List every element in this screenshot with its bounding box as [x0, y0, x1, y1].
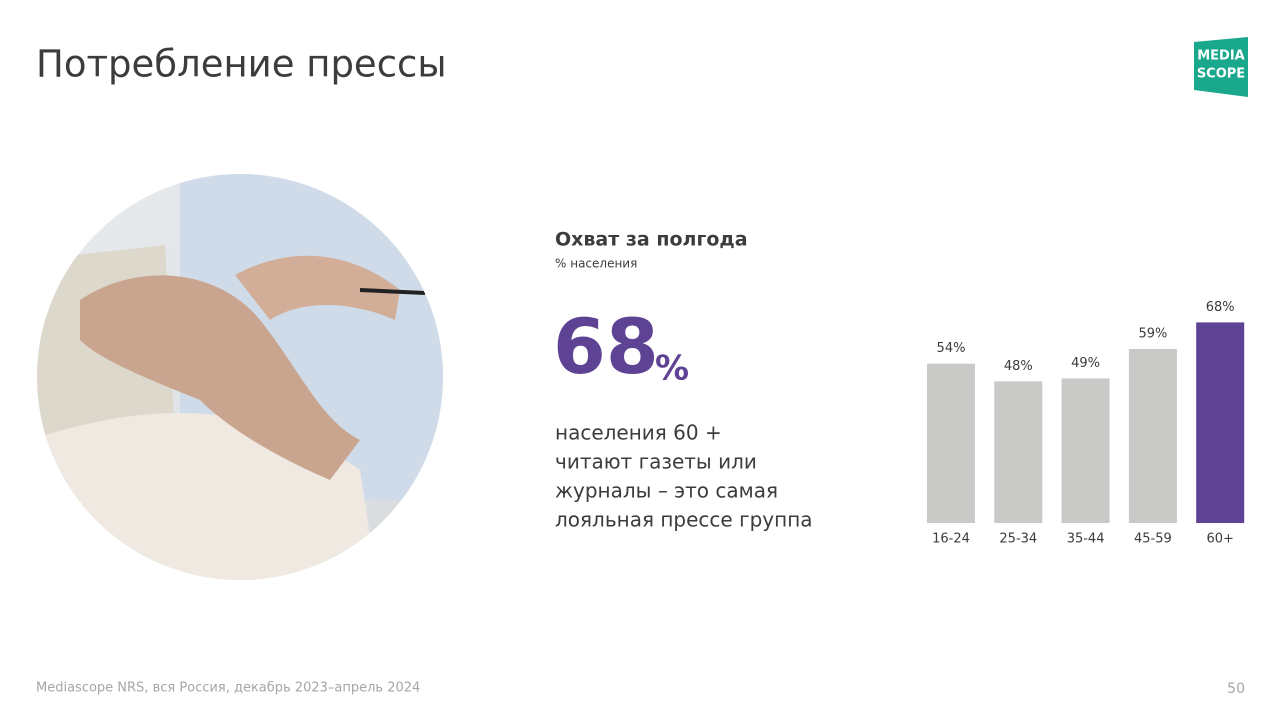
panel-text-line: читают газеты или [555, 450, 757, 474]
photo [37, 174, 443, 580]
page-number: 50 [1227, 681, 1245, 697]
bar [927, 363, 975, 523]
bar [994, 381, 1043, 523]
panel-text-line: лояльная прессе группа [555, 508, 813, 532]
bar [1061, 378, 1110, 523]
panel-text: населения 60 + читают газеты или журналы –… [555, 421, 813, 532]
footer-source: Mediascope NRS, вся Россия, декабрь 2023… [36, 681, 420, 696]
logo: MEDIA SCOPE [1194, 37, 1248, 97]
panel-text-line: журналы – это самая [555, 479, 778, 503]
logo-badge [1194, 37, 1248, 97]
logo-text: SCOPE [1197, 67, 1245, 82]
x-tick-label: 35-44 [1067, 532, 1105, 547]
value-label: 54% [937, 341, 966, 356]
panel-subtitle: % населения [555, 257, 637, 271]
x-tick-label: 16-24 [932, 532, 970, 547]
panel-title: Охват за полгода [555, 229, 748, 251]
value-label: 59% [1138, 326, 1167, 341]
x-tick-label: 25-34 [999, 532, 1037, 547]
value-label: 49% [1071, 356, 1100, 371]
bar [1196, 322, 1245, 523]
slide-title: Потребление прессы [36, 43, 447, 86]
value-label: 48% [1004, 359, 1033, 374]
highlight-unit: % [655, 349, 689, 389]
value-label: 68% [1206, 300, 1235, 315]
logo-text: MEDIA [1197, 49, 1245, 64]
x-tick-label: 45-59 [1134, 532, 1172, 547]
bar-chart: 54% 16-24 48% 25-34 49% 35-44 59% 45-59 68% 60+ [927, 300, 1245, 547]
panel-text-line: населения 60 + [555, 421, 722, 445]
highlight-number: 68 [553, 302, 659, 391]
bar [1128, 348, 1177, 523]
x-tick-label: 60+ [1206, 532, 1233, 547]
